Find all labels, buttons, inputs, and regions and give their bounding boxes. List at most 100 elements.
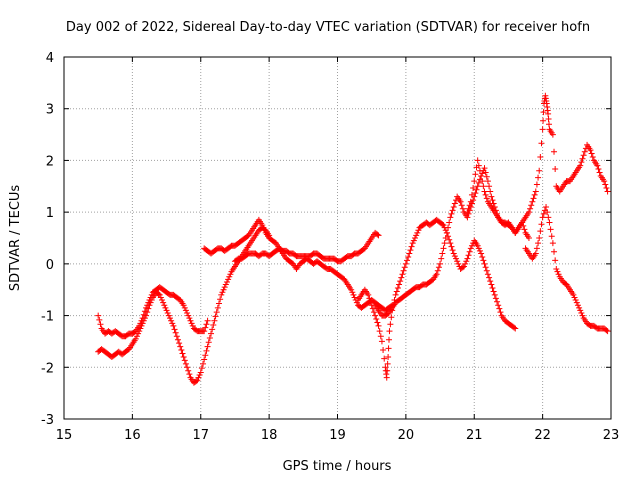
data-point bbox=[135, 330, 142, 337]
y-tick-label: -2 bbox=[41, 361, 54, 376]
data-point bbox=[440, 245, 447, 252]
data-point bbox=[450, 203, 457, 210]
data-point bbox=[223, 278, 230, 285]
data-point bbox=[443, 229, 450, 236]
data-point bbox=[535, 174, 542, 181]
data-point bbox=[574, 302, 581, 309]
data-point bbox=[201, 356, 208, 363]
data-point bbox=[200, 360, 207, 367]
data-point bbox=[179, 350, 186, 357]
data-point bbox=[464, 255, 471, 262]
data-point bbox=[479, 178, 486, 185]
data-point bbox=[162, 304, 169, 311]
data-point bbox=[545, 116, 552, 123]
data-point bbox=[185, 312, 192, 319]
data-point bbox=[546, 121, 553, 128]
data-point bbox=[376, 328, 383, 335]
data-point bbox=[398, 274, 405, 281]
data-point bbox=[407, 247, 414, 254]
x-tick-label: 23 bbox=[603, 428, 620, 443]
data-point bbox=[459, 205, 466, 212]
data-point bbox=[451, 253, 458, 260]
data-point bbox=[181, 357, 188, 364]
data-point bbox=[406, 250, 413, 257]
data-point bbox=[447, 240, 454, 247]
data-point bbox=[580, 152, 587, 159]
data-point bbox=[539, 214, 546, 221]
data-point bbox=[491, 291, 498, 298]
data-point bbox=[367, 298, 374, 305]
data-point bbox=[594, 162, 601, 169]
data-point bbox=[197, 369, 204, 376]
data-point bbox=[481, 260, 488, 267]
data-point bbox=[147, 299, 154, 306]
data-point bbox=[366, 295, 373, 302]
data-point bbox=[219, 289, 226, 296]
y-tick-label: -1 bbox=[41, 310, 54, 325]
data-point bbox=[451, 200, 458, 207]
data-point bbox=[169, 320, 176, 327]
data-point bbox=[218, 291, 225, 298]
data-point bbox=[577, 162, 584, 169]
data-point bbox=[202, 352, 209, 359]
data-point bbox=[184, 364, 191, 371]
data-point bbox=[468, 242, 475, 249]
data-point bbox=[459, 264, 466, 271]
data-point bbox=[547, 226, 554, 233]
data-point bbox=[211, 317, 218, 324]
data-point bbox=[448, 210, 455, 217]
data-point bbox=[259, 222, 266, 229]
data-point bbox=[465, 205, 472, 212]
data-point bbox=[481, 188, 488, 195]
data-point bbox=[447, 214, 454, 221]
data-point bbox=[413, 232, 420, 239]
data-point bbox=[396, 281, 403, 288]
data-point bbox=[475, 179, 482, 186]
data-point bbox=[261, 227, 268, 234]
x-tick-label: 15 bbox=[56, 428, 73, 443]
data-point bbox=[549, 131, 556, 138]
data-point bbox=[144, 309, 151, 316]
data-point bbox=[189, 322, 196, 329]
data-point bbox=[488, 281, 495, 288]
data-point bbox=[538, 140, 545, 147]
data-point bbox=[521, 226, 528, 233]
data-point bbox=[166, 315, 173, 322]
data-point bbox=[203, 347, 210, 354]
data-point bbox=[439, 221, 446, 228]
data-point bbox=[525, 235, 532, 241]
data-point bbox=[576, 304, 583, 311]
data-point bbox=[170, 322, 177, 329]
data-point bbox=[449, 247, 456, 254]
data-point bbox=[454, 258, 461, 265]
data-point bbox=[445, 224, 452, 231]
y-axis-label: SDTVAR / TECUs bbox=[8, 185, 23, 292]
data-point bbox=[535, 240, 542, 247]
data-point bbox=[146, 302, 153, 309]
data-point bbox=[182, 360, 189, 367]
data-point bbox=[450, 250, 457, 257]
data-point bbox=[478, 250, 485, 257]
data-point bbox=[446, 236, 453, 243]
data-point bbox=[589, 153, 596, 160]
data-point bbox=[488, 193, 495, 200]
data-point bbox=[448, 243, 455, 250]
data-point bbox=[495, 302, 502, 309]
data-point bbox=[602, 181, 609, 188]
data-point bbox=[539, 126, 546, 133]
data-point bbox=[532, 188, 539, 195]
data-point bbox=[205, 339, 212, 346]
data-point bbox=[480, 257, 487, 264]
data-point bbox=[483, 267, 490, 274]
data-point bbox=[408, 243, 415, 250]
data-point bbox=[554, 268, 561, 275]
data-point bbox=[478, 172, 485, 179]
data-point bbox=[165, 312, 172, 319]
y-tick-label: 0 bbox=[46, 258, 54, 273]
x-tick-label: 22 bbox=[534, 428, 551, 443]
series-0 bbox=[95, 284, 211, 340]
data-point bbox=[490, 288, 497, 295]
y-tick-label: 2 bbox=[46, 154, 54, 169]
